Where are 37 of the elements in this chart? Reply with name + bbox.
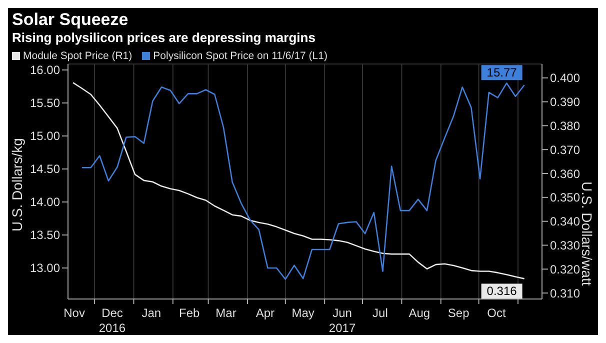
x-tick-label: Jan — [142, 306, 162, 320]
y2-tick-label: 0.360 — [550, 166, 580, 181]
y2-tick-label: 0.350 — [550, 190, 580, 205]
y-tick-label: 13.50 — [30, 228, 60, 242]
x-tick-label: Nov — [64, 306, 85, 320]
x-tick-label: Aug — [408, 306, 430, 320]
y2-tick-label: 0.370 — [550, 142, 580, 157]
y2-tick-label: 0.390 — [550, 95, 580, 110]
y2-tick-label: 0.310 — [550, 286, 580, 300]
legend-label: Module Spot Price (R1) — [23, 50, 132, 62]
y-tick-label: 13.00 — [30, 261, 60, 276]
y2-tick-label: 0.330 — [550, 238, 580, 252]
chart-title: Solar Squeeze — [12, 10, 128, 30]
y-tick-label: 15.50 — [30, 96, 60, 110]
x-tick-label: Sep — [448, 306, 470, 320]
y2-tick-label: 0.380 — [550, 118, 580, 133]
y-axis-title: U.S. Dollars/kg — [8, 138, 25, 232]
legend-label: Polysilicon Spot Price on 11/6/17 (L1) — [153, 50, 328, 62]
x-tick-label: Jun 2017 — [328, 306, 356, 335]
x-tick-label: Jul — [372, 306, 388, 320]
x-tick-label: May — [292, 306, 314, 320]
x-tick-label: Mar — [216, 306, 236, 320]
chart-subtitle: Rising polysilicon prices are depressing margins — [12, 30, 316, 45]
y2-tick-label: 0.400 — [550, 71, 580, 86]
x-tick-label: Dec 2016 — [98, 306, 126, 335]
data-label: 0.316 — [486, 284, 518, 298]
y-tick-label: 16.00 — [30, 63, 60, 78]
y-tick-label: 15.00 — [30, 129, 60, 144]
y2-tick-label: 0.320 — [550, 262, 580, 276]
y2-tick-label: 0.340 — [550, 214, 580, 229]
data-label: 15.77 — [486, 66, 518, 80]
y2-axis-title: U.S. Dollars/watt — [579, 182, 596, 286]
x-tick-label: Feb — [179, 306, 200, 320]
x-tick-label: Oct — [487, 306, 506, 320]
x-tick-label: Apr — [256, 306, 275, 320]
y-tick-label: 14.00 — [30, 195, 60, 210]
y-tick-label: 14.50 — [30, 162, 60, 176]
